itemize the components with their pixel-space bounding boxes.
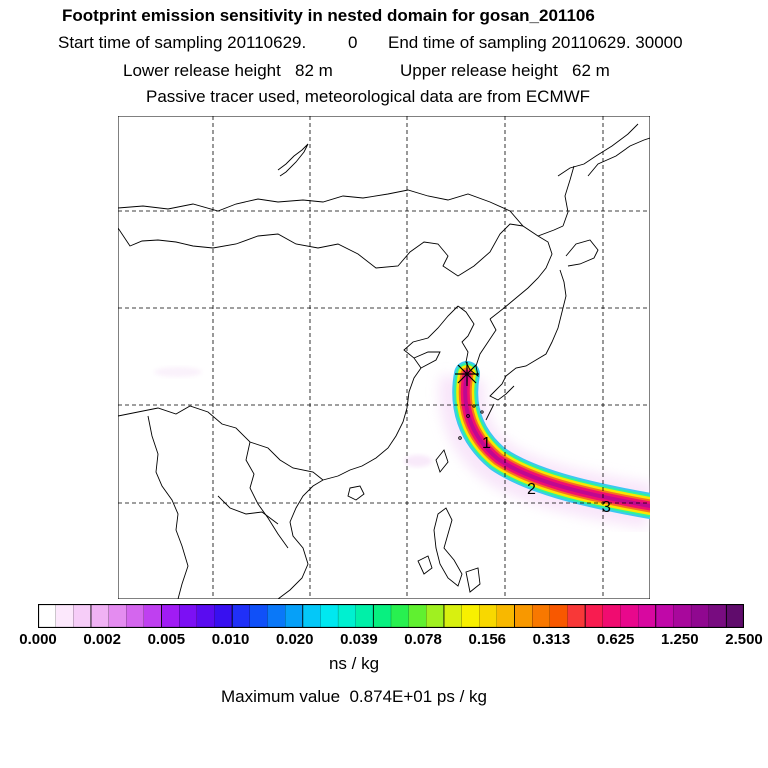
trajectory-label-2: 2 [527, 481, 536, 498]
colorbar-cell [390, 604, 410, 628]
colorbar-cell [708, 604, 727, 628]
colorbar-tick-label: 0.020 [275, 631, 314, 648]
tracer-info: Passive tracer used, meteorological data… [146, 87, 591, 106]
colorbar-cell [532, 604, 551, 628]
colorbar-cell [408, 604, 427, 628]
colorbar [38, 604, 744, 628]
colorbar-cell [320, 604, 339, 628]
colorbar-cell [426, 604, 445, 628]
colorbar-cell [620, 604, 639, 628]
colorbar-cell [143, 604, 163, 628]
colorbar-cell [161, 604, 181, 628]
colorbar-tick-label: 0.156 [468, 631, 507, 648]
colorbar-cell [302, 604, 322, 628]
colorbar-cell [655, 604, 675, 628]
colorbar-cell [461, 604, 480, 628]
colorbar-cell [514, 604, 534, 628]
colorbar-cell [55, 604, 74, 628]
start-time-value: 0 [348, 33, 358, 52]
colorbar-cell [673, 604, 692, 628]
release-point-star-icon [455, 362, 479, 386]
plot-title: Footprint emission sensitivity in nested… [62, 6, 595, 25]
colorbar-cell [231, 604, 251, 628]
colorbar-units: ns / kg [328, 654, 380, 673]
colorbar-cell [549, 604, 569, 628]
colorbar-cell [90, 604, 110, 628]
plume [452, 361, 650, 519]
trajectory-label-1: 1 [482, 435, 491, 452]
colorbar-cell [196, 604, 216, 628]
colorbar-cell [690, 604, 710, 628]
colorbar-cell [126, 604, 145, 628]
colorbar-cell [567, 604, 586, 628]
colorbar-cell [372, 604, 392, 628]
colorbar-tick-label: 0.002 [83, 631, 121, 648]
colorbar-cell [637, 604, 657, 628]
start-time-label: Start time of sampling 20110629. [58, 33, 307, 52]
colorbar-cell [584, 604, 604, 628]
colorbar-cell [179, 604, 198, 628]
lower-release-height: Lower release height 82 m [123, 61, 333, 80]
colorbar-tick-label: 2.500 [725, 631, 763, 648]
colorbar-tick-label: 1.250 [661, 631, 699, 648]
colorbar-cell [479, 604, 498, 628]
colorbar-tick-label: 0.625 [596, 631, 635, 648]
colorbar-tick-label: 0.313 [532, 631, 571, 648]
colorbar-cell [249, 604, 269, 628]
colorbar-tick-label: 0.078 [404, 631, 442, 648]
upper-release-height: Upper release height 62 m [400, 61, 610, 80]
trajectory-label-3: 3 [602, 499, 611, 516]
colorbar-tick-label: 0.039 [340, 631, 378, 648]
colorbar-cell [73, 604, 92, 628]
colorbar-tick-label: 0.005 [147, 631, 186, 648]
lat-lon-grid [118, 116, 650, 599]
colorbar-cell [214, 604, 233, 628]
colorbar-tick-label: 0.010 [211, 631, 250, 648]
map-frame [118, 116, 650, 599]
colorbar-cell [285, 604, 304, 628]
footprint-map: 1 2 3 [118, 116, 650, 599]
coastlines [118, 123, 650, 599]
colorbar-cell [725, 604, 744, 628]
colorbar-cell [602, 604, 622, 628]
maximum-value: Maximum value 0.874E+01 ps / kg [221, 687, 487, 706]
end-time-label: End time of sampling 20110629. 30000 [388, 33, 683, 52]
colorbar-cell [496, 604, 516, 628]
colorbar-cell [337, 604, 357, 628]
colorbar-cell [108, 604, 127, 628]
colorbar-cell [355, 604, 374, 628]
colorbar-cell [267, 604, 286, 628]
colorbar-cell [443, 604, 463, 628]
colorbar-tick-label: 0.000 [19, 631, 57, 648]
colorbar-cell [38, 604, 57, 628]
